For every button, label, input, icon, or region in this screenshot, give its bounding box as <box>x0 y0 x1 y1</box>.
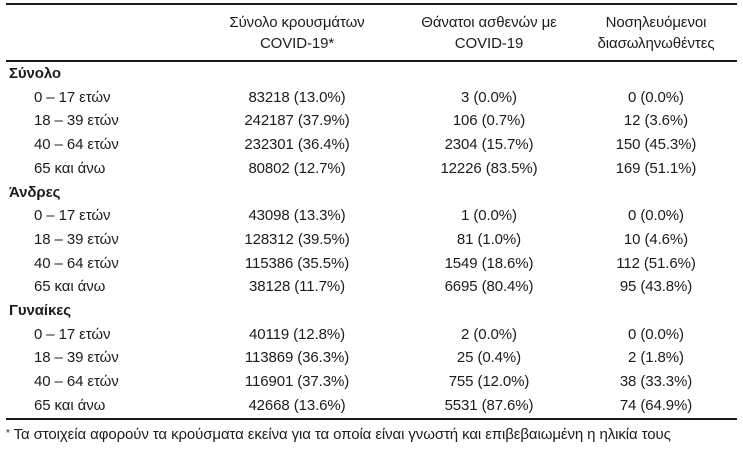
cases-cell: 43098 (13.3%) <box>248 207 346 225</box>
column-header-deaths-line2: COVID-19 <box>454 35 524 52</box>
intubated-cell: 95 (43.8%) <box>619 278 693 296</box>
column-header-cases: Σύνολο κρουσμάτων COVID-19* <box>191 4 403 61</box>
empty-header-cell <box>6 4 191 61</box>
intubated-cell: 12 (3.6%) <box>623 112 689 130</box>
table-row: 65 και άνω 38128 (11.7%) 6695 (80.4%) 95… <box>6 275 737 299</box>
deaths-cell: 1 (0.0%) <box>461 207 517 225</box>
footnote-text: Τα στοιχεία αφορούν τα κρούσματα εκείνα … <box>9 425 671 443</box>
column-header-deaths-line1: Θάνατοι ασθενών με <box>421 14 557 31</box>
column-header-intubated-line1: Νοσηλευόμενοι <box>605 14 707 31</box>
cases-cell: 128312 (39.5%) <box>244 230 350 248</box>
footnote-asterisk: * <box>6 427 10 439</box>
cases-cell: 232301 (36.4%) <box>244 136 350 154</box>
column-header-intubated: Νοσηλευόμενοι διασωληνωθέντες <box>575 4 737 61</box>
section-title: Άνδρες <box>9 183 61 201</box>
intubated-cell: 112 (51.6%) <box>616 254 696 272</box>
intubated-cell: 0 (0.0%) <box>628 88 684 106</box>
deaths-cell: 5531 (87.6%) <box>444 396 534 414</box>
age-group-label: 65 και άνω <box>34 159 106 177</box>
intubated-cell: 74 (64.9%) <box>619 396 693 414</box>
column-header-intubated-line2: διασωληνωθέντες <box>597 35 715 52</box>
intubated-cell: 0 (0.0%) <box>628 207 684 225</box>
cases-cell: 40119 (12.8%) <box>249 325 345 343</box>
cases-cell: 80802 (12.7%) <box>248 159 346 177</box>
deaths-cell: 81 (1.0%) <box>456 230 522 248</box>
deaths-cell: 1549 (18.6%) <box>444 254 534 272</box>
intubated-cell: 38 (33.3%) <box>619 373 693 391</box>
intubated-cell: 169 (51.1%) <box>615 159 697 177</box>
column-header-cases-line1: Σύνολο κρουσμάτων <box>229 14 365 31</box>
table-row: 0 – 17 ετών 40119 (12.8%) 2 (0.0%) 0 (0.… <box>6 323 737 347</box>
cases-cell: 242187 (37.9%) <box>244 112 350 130</box>
table-row: 40 – 64 ετών 232301 (36.4%) 2304 (15.7%)… <box>6 133 737 157</box>
deaths-cell: 25 (0.4%) <box>456 349 522 367</box>
column-header-cases-line2: COVID-19* <box>259 35 335 52</box>
deaths-cell: 3 (0.0%) <box>461 88 517 106</box>
column-header-deaths: Θάνατοι ασθενών με COVID-19 <box>403 4 575 61</box>
intubated-cell: 2 (1.8%) <box>628 349 684 367</box>
table-row: 65 και άνω 80802 (12.7%) 12226 (83.5%) 1… <box>6 157 737 181</box>
age-group-label: 0 – 17 ετών <box>34 325 111 343</box>
section-header-total: Σύνολο <box>6 61 737 86</box>
age-group-label: 40 – 64 ετών <box>34 373 119 391</box>
cases-cell: 116901 (37.3%) <box>244 373 350 391</box>
table-header-row: Σύνολο κρουσμάτων COVID-19* Θάνατοι ασθε… <box>6 4 737 61</box>
age-group-label: 65 και άνω <box>34 396 106 414</box>
deaths-cell: 106 (0.7%) <box>452 112 526 130</box>
age-group-label: 18 – 39 ετών <box>34 349 119 367</box>
table-row: 40 – 64 ετών 116901 (37.3%) 755 (12.0%) … <box>6 370 737 394</box>
cases-cell: 42668 (13.6%) <box>248 396 346 414</box>
covid-age-sex-table: Σύνολο κρουσμάτων COVID-19* Θάνατοι ασθε… <box>6 3 737 418</box>
deaths-cell: 2 (0.0%) <box>461 325 517 343</box>
age-group-label: 0 – 17 ετών <box>34 88 111 106</box>
deaths-cell: 6695 (80.4%) <box>444 278 534 296</box>
table-row: 18 – 39 ετών 128312 (39.5%) 81 (1.0%) 10… <box>6 228 737 252</box>
table-row: 18 – 39 ετών 113869 (36.3%) 25 (0.4%) 2 … <box>6 346 737 370</box>
section-header-women: Γυναίκες <box>6 299 737 323</box>
intubated-cell: 0 (0.0%) <box>628 325 684 343</box>
table-row: 0 – 17 ετών 83218 (13.0%) 3 (0.0%) 0 (0.… <box>6 86 737 110</box>
table-row: 40 – 64 ετών 115386 (35.5%) 1549 (18.6%)… <box>6 252 737 276</box>
age-group-label: 0 – 17 ετών <box>34 207 111 225</box>
deaths-cell: 2304 (15.7%) <box>444 136 534 154</box>
age-group-label: 40 – 64 ετών <box>34 136 119 154</box>
age-group-label: 18 – 39 ετών <box>34 112 119 130</box>
footnote: * Τα στοιχεία αφορούν τα κρούσματα εκείν… <box>6 417 737 444</box>
table-row: 65 και άνω 42668 (13.6%) 5531 (87.6%) 74… <box>6 394 737 418</box>
section-header-men: Άνδρες <box>6 181 737 205</box>
cases-cell: 83218 (13.0%) <box>248 88 346 106</box>
table-row: 18 – 39 ετών 242187 (37.9%) 106 (0.7%) 1… <box>6 109 737 133</box>
cases-cell: 113869 (36.3%) <box>244 349 350 367</box>
section-title: Γυναίκες <box>9 302 71 320</box>
intubated-cell: 10 (4.6%) <box>623 230 689 248</box>
intubated-cell: 150 (45.3%) <box>615 136 697 154</box>
section-title: Σύνολο <box>9 65 61 82</box>
table-row: 0 – 17 ετών 43098 (13.3%) 1 (0.0%) 0 (0.… <box>6 204 737 228</box>
cases-cell: 38128 (11.7%) <box>249 278 345 296</box>
age-group-label: 40 – 64 ετών <box>34 254 119 272</box>
deaths-cell: 755 (12.0%) <box>448 373 530 391</box>
deaths-cell: 12226 (83.5%) <box>440 159 538 177</box>
age-group-label: 18 – 39 ετών <box>34 230 119 248</box>
age-group-label: 65 και άνω <box>34 278 106 296</box>
cases-cell: 115386 (35.5%) <box>244 254 350 272</box>
